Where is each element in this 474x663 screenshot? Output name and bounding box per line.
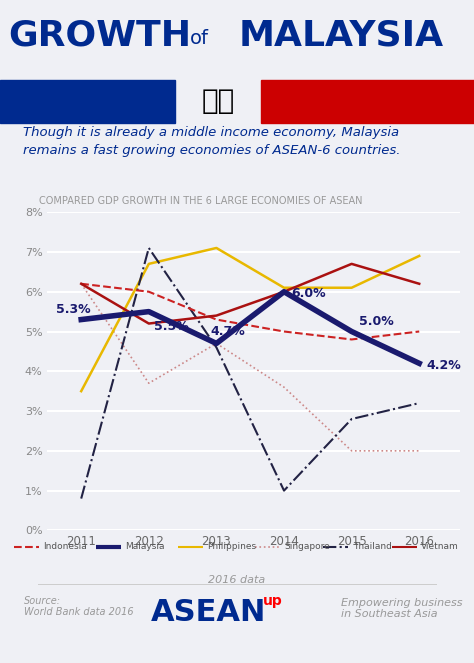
- Text: Vietnam: Vietnam: [421, 542, 459, 552]
- Text: Though it is already a middle income economy, Malaysia
remains a fast growing ec: Though it is already a middle income eco…: [23, 127, 401, 158]
- Text: of: of: [190, 29, 209, 48]
- Text: 5.0%: 5.0%: [358, 314, 393, 328]
- Text: 4.2%: 4.2%: [426, 359, 461, 372]
- Text: 6.0%: 6.0%: [291, 287, 326, 300]
- Text: Thailand: Thailand: [353, 542, 392, 552]
- Text: MALAYSIA: MALAYSIA: [239, 19, 444, 53]
- Text: 4.7%: 4.7%: [211, 325, 246, 338]
- Text: ASEAN: ASEAN: [151, 597, 266, 627]
- Bar: [261, 80, 474, 123]
- Text: COMPARED GDP GROWTH IN THE 6 LARGE ECONOMIES OF ASEAN: COMPARED GDP GROWTH IN THE 6 LARGE ECONO…: [39, 196, 363, 206]
- Text: Indonesia: Indonesia: [44, 542, 87, 552]
- Text: 🇲🇾: 🇲🇾: [201, 87, 235, 115]
- Text: GROWTH: GROWTH: [8, 19, 191, 53]
- Bar: [0, 80, 175, 123]
- Text: Empowering business
in Southeast Asia: Empowering business in Southeast Asia: [341, 597, 463, 619]
- Text: 2016 data: 2016 data: [209, 575, 265, 585]
- Text: Philippines: Philippines: [208, 542, 256, 552]
- Text: up: up: [263, 594, 283, 608]
- Text: 5.5%: 5.5%: [155, 320, 189, 333]
- Text: 5.3%: 5.3%: [56, 302, 91, 316]
- Text: Source:
World Bank data 2016: Source: World Bank data 2016: [24, 596, 133, 617]
- Text: Malaysia: Malaysia: [126, 542, 165, 552]
- Text: Singapore: Singapore: [285, 542, 330, 552]
